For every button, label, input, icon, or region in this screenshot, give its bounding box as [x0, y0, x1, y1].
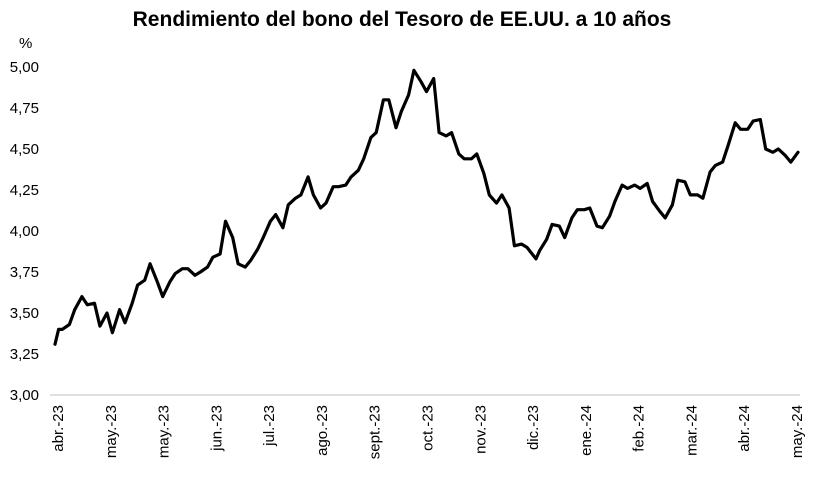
x-tick-label: dic.-23 [525, 405, 542, 450]
x-tick-label: may.-23 [156, 405, 173, 458]
y-tick-label: 3,50 [10, 305, 39, 322]
y-tick-label: 3,75 [10, 264, 39, 281]
y-axis-unit: % [19, 35, 32, 52]
x-tick-label: feb.-24 [631, 405, 648, 452]
x-tick-label: nov.-23 [472, 405, 489, 454]
series-line [53, 68, 800, 346]
x-tick-label: jul.-23 [261, 405, 278, 447]
y-tick-label: 3,00 [10, 387, 39, 404]
x-tick-label: abr.-24 [736, 405, 753, 452]
y-tick-label: 3,25 [10, 346, 39, 363]
x-tick-label: may.-23 [103, 405, 120, 458]
series-group [53, 68, 800, 346]
x-axis-ticks: abr.-23 may.-23 may.-23 jun.-23 jul.-23 ago.-… [50, 405, 806, 459]
y-tick-label: 4,00 [10, 223, 39, 240]
y-axis-ticks: 3,00 3,25 3,50 3,75 4,00 4,25 4,50 4,75 5,00 [10, 59, 39, 404]
y-tick-label: 4,50 [10, 141, 39, 158]
y-tick-label: 4,25 [10, 182, 39, 199]
chart-title: Rendimiento del bono del Tesoro de EE.UU… [133, 8, 672, 31]
x-tick-label: oct.-23 [420, 405, 437, 451]
x-tick-label: sept.-23 [367, 405, 384, 459]
x-tick-label: ago.-23 [314, 405, 331, 456]
x-tick-label: may.-24 [789, 405, 806, 458]
x-tick-label: mar.-24 [683, 405, 700, 456]
x-tick-label: abr.-23 [50, 405, 67, 452]
x-tick-label: ene.-24 [578, 405, 595, 456]
y-tick-label: 4,75 [10, 100, 39, 117]
y-tick-label: 5,00 [10, 59, 39, 76]
x-tick-label: jun.-23 [208, 405, 225, 452]
